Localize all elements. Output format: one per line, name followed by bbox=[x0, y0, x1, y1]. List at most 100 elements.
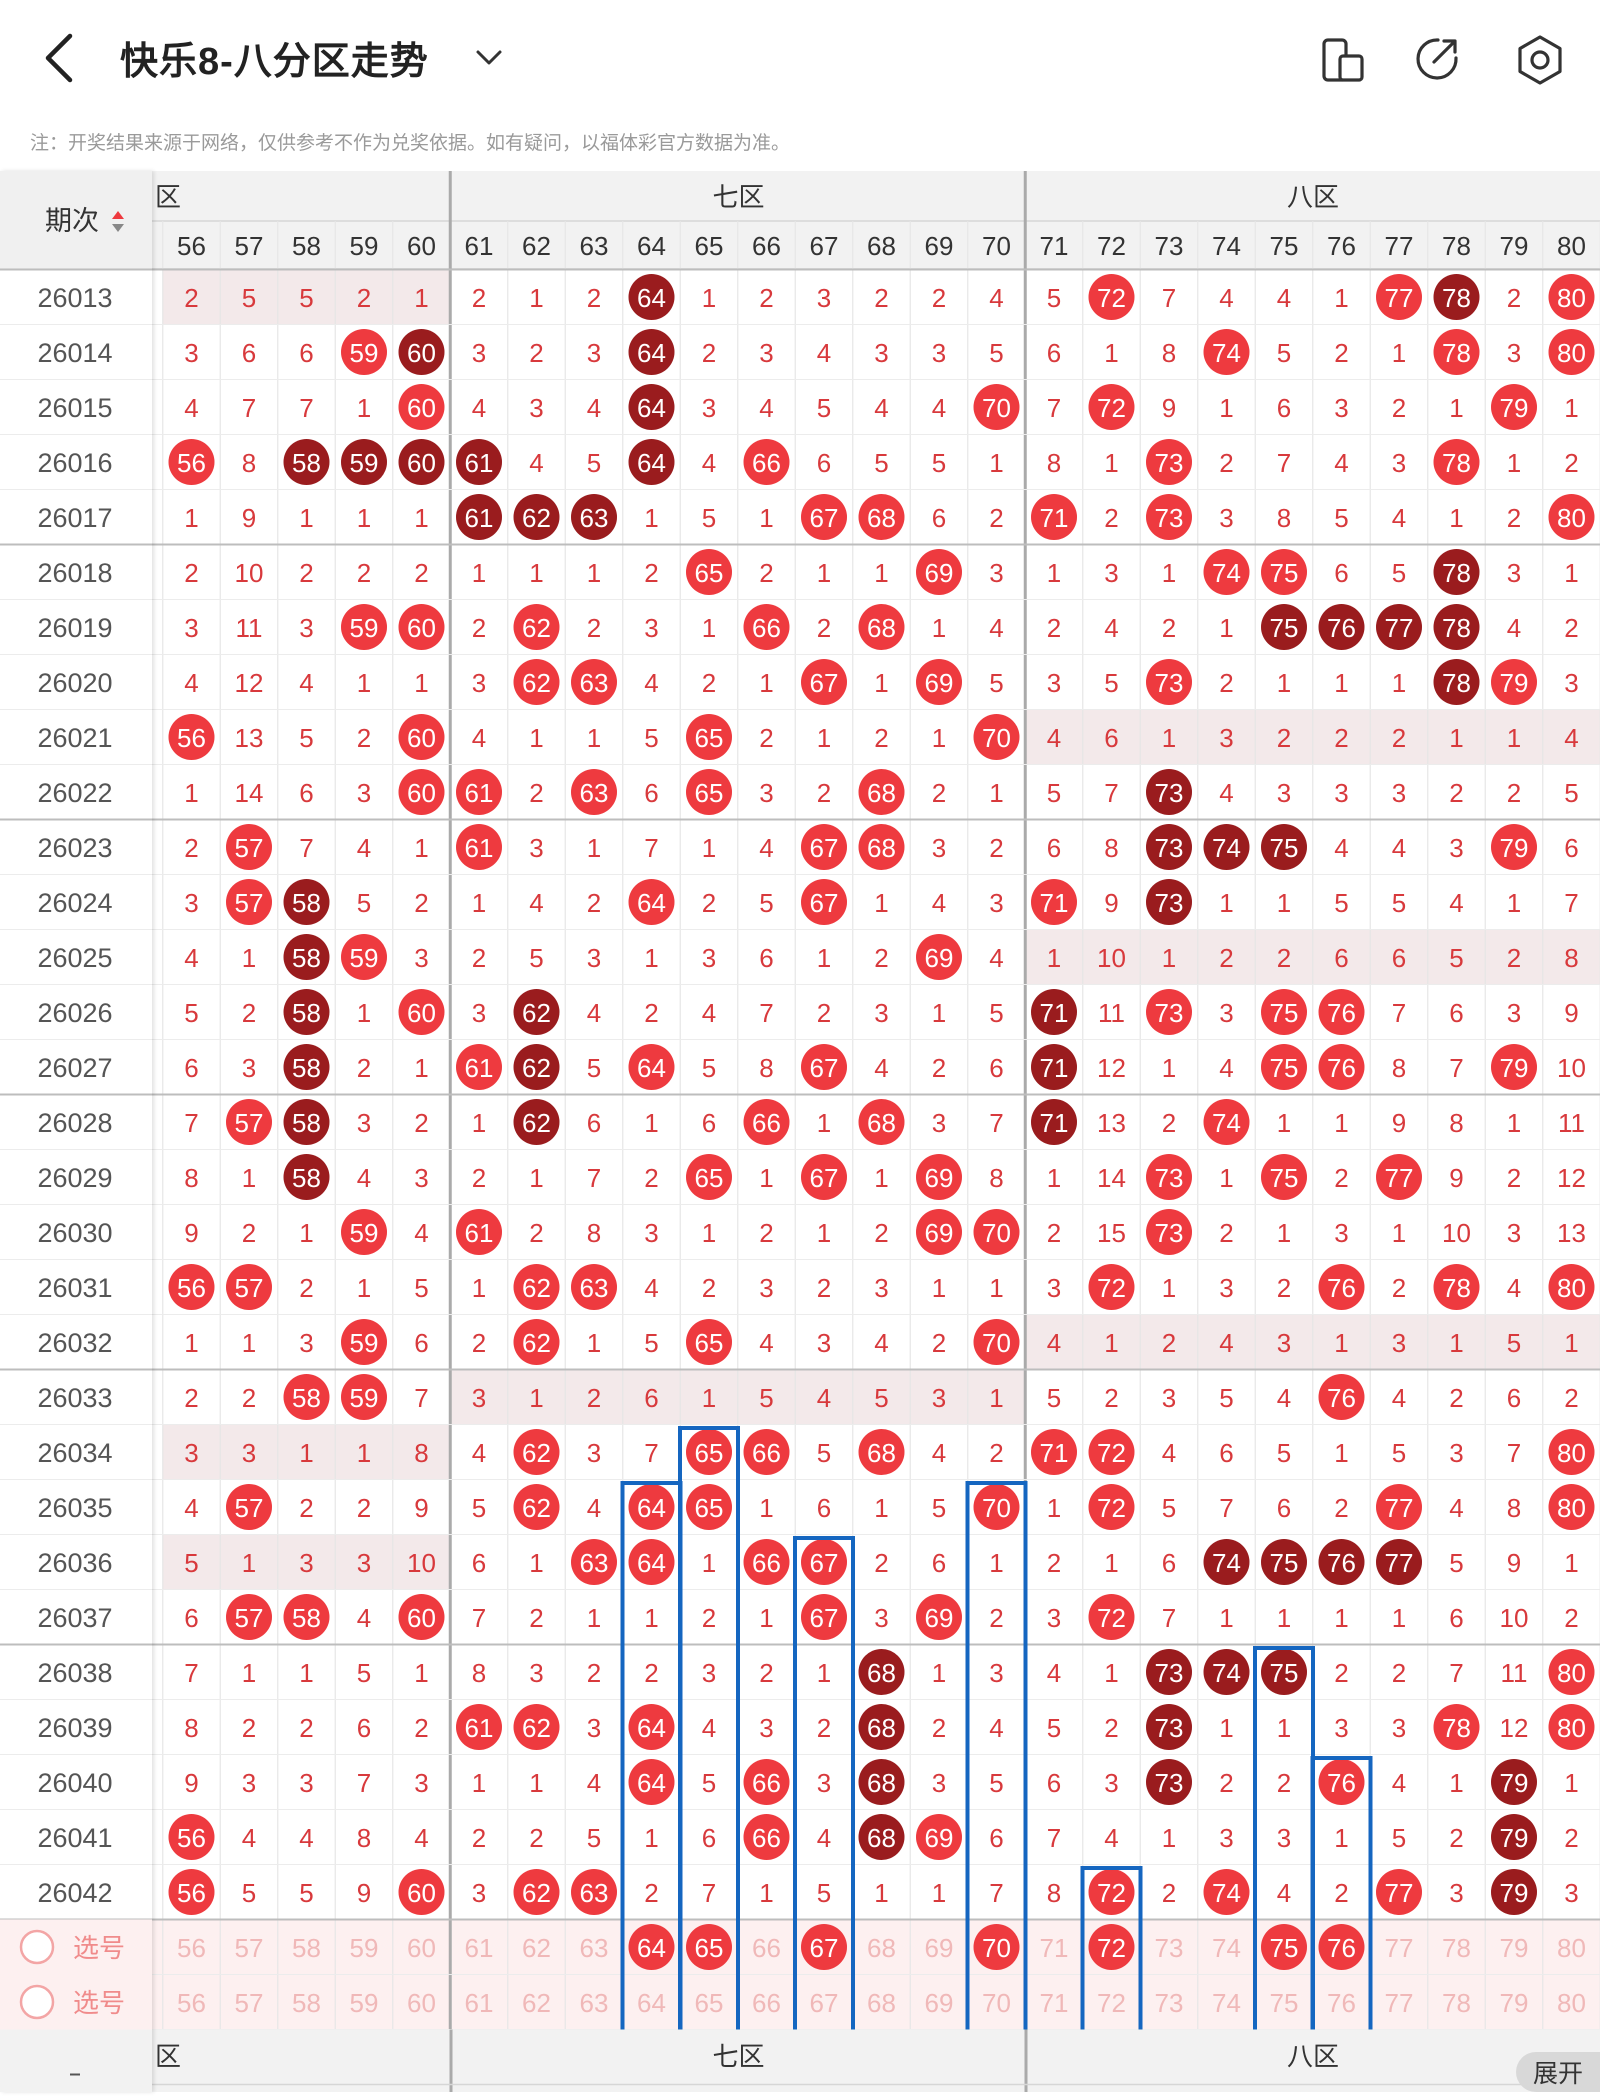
ball-number: 57 bbox=[235, 1493, 264, 1523]
expand-button[interactable]: 展开 bbox=[1516, 2052, 1600, 2092]
share-icon[interactable] bbox=[1412, 34, 1462, 84]
ball-number: 63 bbox=[580, 1548, 609, 1578]
number-ball bbox=[168, 1264, 215, 1310]
ball-number: 60 bbox=[407, 1878, 436, 1908]
ball-number: 69 bbox=[925, 1218, 954, 1248]
selected-ball[interactable] bbox=[686, 1924, 732, 1970]
number-ball bbox=[571, 1539, 617, 1585]
miss-count: 3 bbox=[1392, 1328, 1406, 1358]
number-ball bbox=[456, 1704, 502, 1750]
miss-count: 3 bbox=[1047, 668, 1061, 698]
column-header: 66 bbox=[752, 231, 781, 261]
select-option: 69 bbox=[925, 1988, 954, 2018]
sort-down-icon[interactable] bbox=[112, 224, 124, 232]
miss-count: 6 bbox=[932, 1548, 946, 1578]
ball-number: 80 bbox=[1557, 1658, 1586, 1688]
miss-count: 13 bbox=[1557, 1218, 1586, 1248]
number-ball bbox=[226, 1264, 272, 1310]
settings-icon[interactable] bbox=[1512, 32, 1568, 88]
miss-count: 4 bbox=[472, 393, 486, 423]
ball-number: 58 bbox=[292, 1163, 321, 1193]
column-header: 69 bbox=[925, 231, 954, 261]
select-radio[interactable] bbox=[19, 1984, 55, 2020]
sort-up-icon[interactable] bbox=[112, 211, 124, 219]
miss-count: 3 bbox=[1277, 778, 1291, 808]
miss-count: 2 bbox=[759, 283, 773, 313]
number-ball bbox=[1203, 824, 1250, 870]
select-option: 61 bbox=[465, 1988, 494, 2018]
selected-ball[interactable] bbox=[1088, 1924, 1135, 1970]
miss-count: 2 bbox=[989, 833, 1003, 863]
miss-count: 4 bbox=[989, 943, 1003, 973]
miss-count: 5 bbox=[357, 1658, 371, 1688]
ball-number: 75 bbox=[1270, 1658, 1299, 1688]
trend-table: 区七区 八区 56 57 58 59 60 61 62 63 64 65 66 67 68 69 70 71 72 7… bbox=[0, 171, 1600, 2092]
number-ball bbox=[1548, 1649, 1595, 1695]
miss-count: 6 bbox=[414, 1328, 428, 1358]
miss-count: 4 bbox=[932, 393, 946, 423]
miss-count: 2 bbox=[1219, 943, 1233, 973]
period-number: 26021 bbox=[37, 723, 112, 753]
period-number: 26033 bbox=[37, 1383, 112, 1413]
select-label: 选号 bbox=[73, 1988, 125, 2018]
number-ball bbox=[1146, 1209, 1192, 1255]
miss-count: 1 bbox=[1449, 1328, 1463, 1358]
miss-count: 1 bbox=[242, 943, 256, 973]
miss-count: 3 bbox=[1219, 503, 1233, 533]
number-ball bbox=[1548, 274, 1595, 320]
number-ball bbox=[1146, 659, 1192, 705]
ball-number: 68 bbox=[867, 778, 896, 808]
ball-number: 78 bbox=[1442, 283, 1471, 313]
back-arrow-icon[interactable] bbox=[36, 30, 86, 86]
period-column: 期次 26013 26014 26015 26016 26017 26018 26019 260… bbox=[0, 171, 152, 2092]
number-ball bbox=[858, 494, 905, 540]
miss-count: 2 bbox=[702, 1603, 716, 1633]
selected-ball[interactable] bbox=[973, 1924, 1020, 1970]
miss-count: 5 bbox=[702, 1768, 716, 1798]
miss-count: 1 bbox=[1334, 283, 1348, 313]
miss-count: 13 bbox=[1097, 1108, 1126, 1138]
selected-ball[interactable] bbox=[1261, 1924, 1307, 1970]
number-ball bbox=[1146, 769, 1192, 815]
period-number: 26037 bbox=[37, 1603, 112, 1633]
miss-count: 3 bbox=[1219, 1823, 1233, 1853]
miss-count: 3 bbox=[702, 943, 716, 973]
miss-count: 2 bbox=[1162, 1108, 1176, 1138]
miss-count: 5 bbox=[1047, 778, 1061, 808]
number-ball bbox=[1433, 1704, 1480, 1750]
number-ball bbox=[168, 714, 215, 760]
number-ball bbox=[571, 1264, 617, 1310]
miss-count: 3 bbox=[1564, 668, 1578, 698]
chevron-down-icon[interactable] bbox=[472, 40, 506, 74]
ball-number: 66 bbox=[752, 448, 781, 478]
number-ball bbox=[226, 824, 272, 870]
device-layout-icon[interactable] bbox=[1318, 36, 1368, 86]
miss-count: 4 bbox=[529, 888, 543, 918]
ball-number: 74 bbox=[1212, 1548, 1241, 1578]
miss-count: 1 bbox=[414, 503, 428, 533]
miss-count: 3 bbox=[989, 1658, 1003, 1688]
selected-ball[interactable] bbox=[801, 1924, 847, 1970]
miss-count: 4 bbox=[472, 1438, 486, 1468]
miss-count: 1 bbox=[299, 1218, 313, 1248]
ball-number: 80 bbox=[1557, 283, 1586, 313]
ball-number: 79 bbox=[1500, 668, 1529, 698]
miss-count: 4 bbox=[184, 943, 198, 973]
period-number: 26023 bbox=[37, 833, 112, 863]
number-ball bbox=[1548, 494, 1595, 540]
number-ball bbox=[801, 1594, 847, 1640]
ball-number: 62 bbox=[522, 1713, 551, 1743]
miss-count: 2 bbox=[1564, 1383, 1578, 1413]
ball-number: 57 bbox=[235, 833, 264, 863]
miss-count: 1 bbox=[702, 833, 716, 863]
selected-ball[interactable] bbox=[628, 1924, 675, 1970]
selected-ball[interactable] bbox=[1318, 1924, 1365, 1970]
miss-count: 10 bbox=[1442, 1218, 1471, 1248]
miss-count: 1 bbox=[184, 503, 198, 533]
page-title[interactable]: 快乐8-八分区走势 bbox=[120, 41, 429, 83]
miss-count: 3 bbox=[644, 613, 658, 643]
number-ball bbox=[858, 1429, 905, 1475]
select-radio[interactable] bbox=[19, 1929, 55, 1965]
miss-count: 1 bbox=[817, 1658, 831, 1688]
miss-count: 1 bbox=[472, 558, 486, 588]
